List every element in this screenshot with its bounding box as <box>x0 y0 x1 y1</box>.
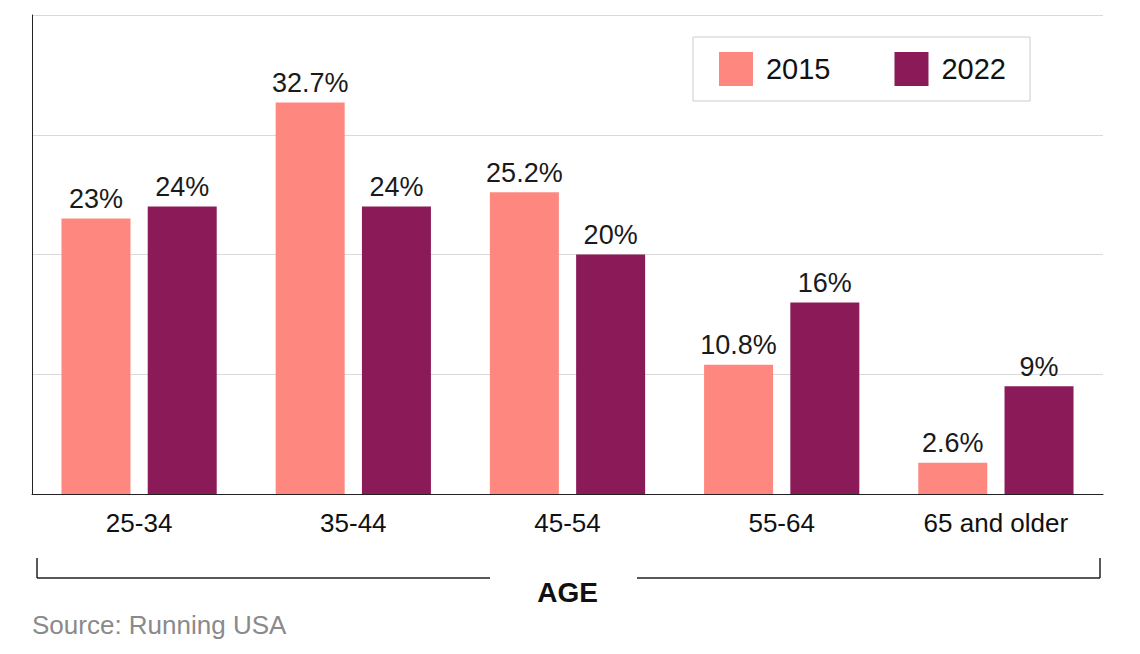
svg-text:2015: 2015 <box>766 53 831 85</box>
svg-text:9%: 9% <box>1020 352 1059 382</box>
svg-text:2.6%: 2.6% <box>922 428 984 458</box>
svg-text:24%: 24% <box>369 172 423 202</box>
svg-text:AGE: AGE <box>537 577 598 608</box>
svg-text:45-54: 45-54 <box>534 508 601 538</box>
svg-text:35-44: 35-44 <box>320 508 387 538</box>
svg-text:65 and older: 65 and older <box>924 508 1069 538</box>
svg-text:10.8%: 10.8% <box>700 330 777 360</box>
svg-text:2022: 2022 <box>941 53 1006 85</box>
svg-text:16%: 16% <box>798 268 852 298</box>
svg-text:Source: Running USA: Source: Running USA <box>32 610 287 640</box>
svg-text:25.2%: 25.2% <box>486 158 563 188</box>
svg-text:25-34: 25-34 <box>106 508 173 538</box>
svg-text:32.7%: 32.7% <box>272 68 349 98</box>
svg-text:55-64: 55-64 <box>748 508 815 538</box>
svg-text:20%: 20% <box>584 220 638 250</box>
svg-text:24%: 24% <box>155 172 209 202</box>
svg-text:23%: 23% <box>69 184 123 214</box>
